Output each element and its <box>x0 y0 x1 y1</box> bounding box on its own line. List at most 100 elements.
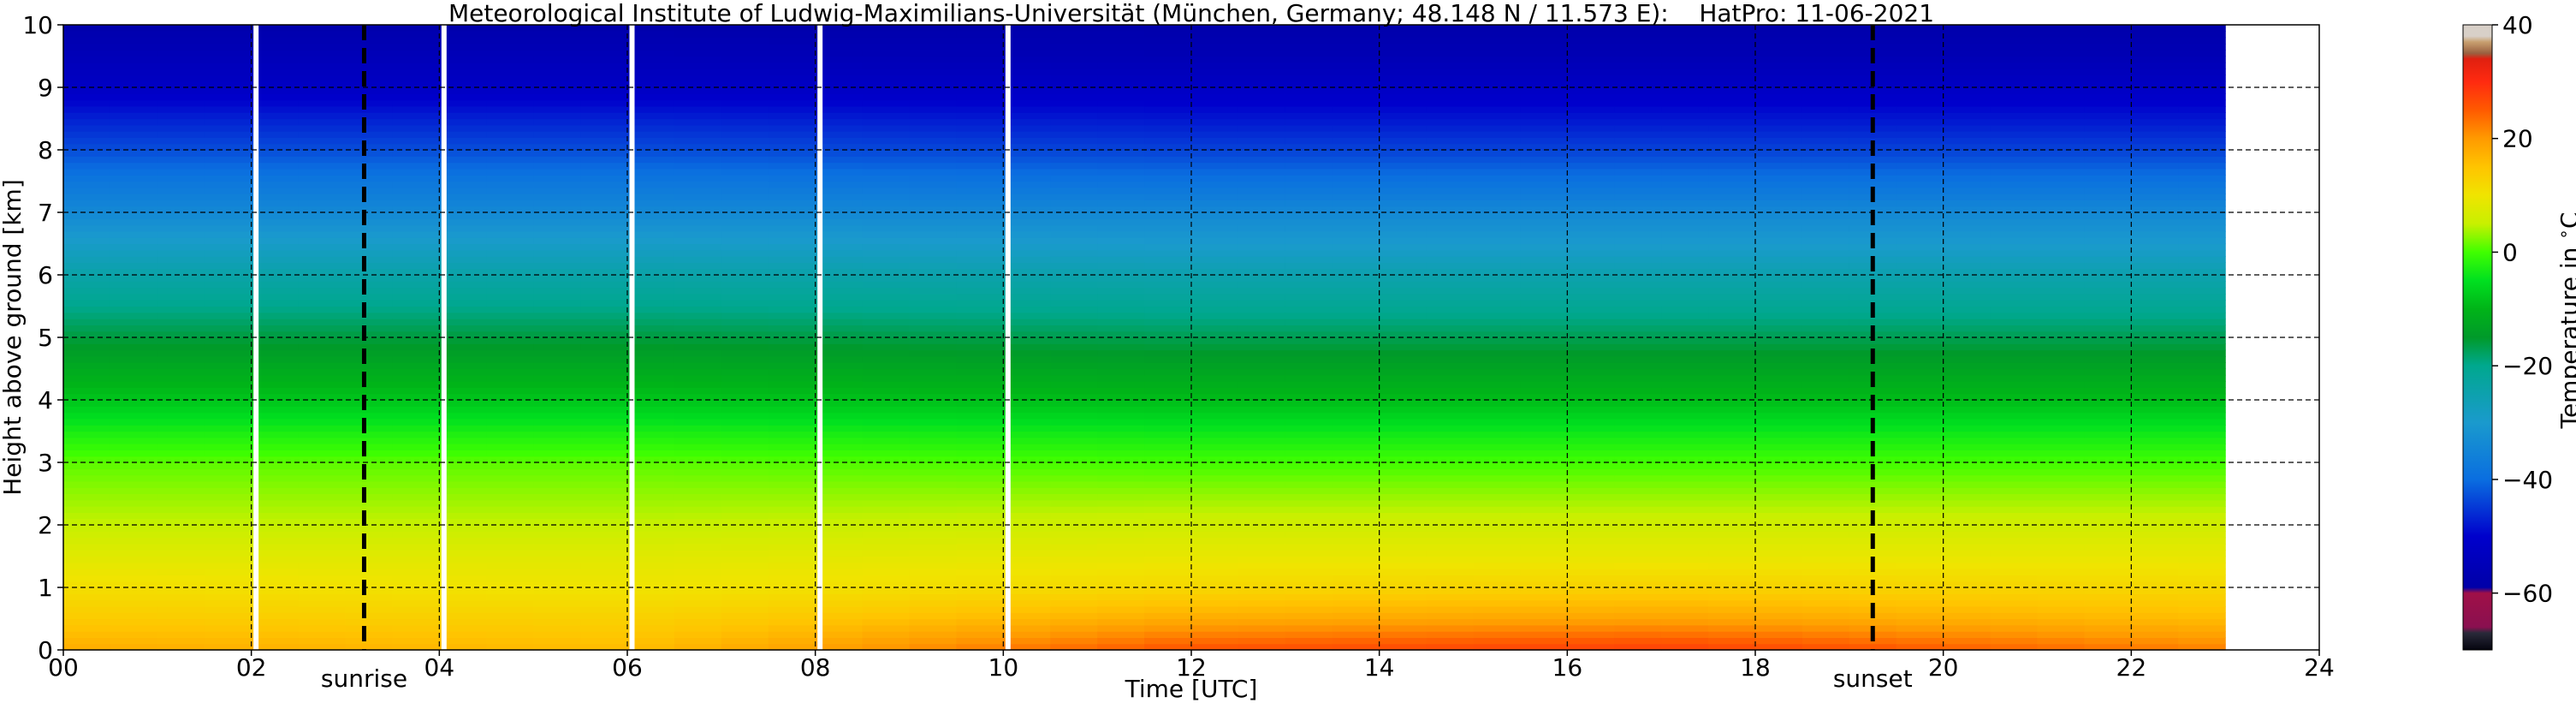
heatmap-cell <box>1379 69 1427 75</box>
heatmap-cell <box>2178 131 2226 138</box>
heatmap-cell <box>1473 450 1522 457</box>
heatmap-cell <box>345 418 394 426</box>
heatmap-cell <box>956 181 1004 188</box>
heatmap-cell <box>533 262 581 270</box>
heatmap-cell <box>721 605 769 613</box>
heatmap-cell <box>1567 156 1615 164</box>
heatmap-cell <box>1238 262 1286 270</box>
heatmap-cell <box>1990 249 2039 257</box>
heatmap-cell <box>1990 605 2039 613</box>
heatmap-cell <box>1708 99 1756 107</box>
heatmap-cell <box>486 137 534 145</box>
heatmap-cell <box>392 531 440 539</box>
heatmap-cell <box>1050 550 1098 557</box>
heatmap-cell <box>486 194 534 200</box>
heatmap-cell <box>1755 56 1803 63</box>
heatmap-cell <box>768 612 816 620</box>
heatmap-cell <box>157 406 205 414</box>
heatmap-cell <box>1567 412 1615 420</box>
heatmap-cell <box>721 525 769 532</box>
y-tick-label: 10 <box>22 11 53 39</box>
heatmap-cell <box>1896 150 1944 157</box>
heatmap-cell <box>862 605 911 613</box>
heatmap-cell <box>674 593 722 601</box>
heatmap-cell <box>1191 381 1239 388</box>
heatmap-cell <box>1661 343 1709 351</box>
heatmap-cell <box>486 212 534 219</box>
heatmap-cell <box>2084 293 2132 301</box>
heatmap-cell <box>1896 581 1944 588</box>
heatmap-cell <box>1755 249 1803 257</box>
heatmap-cell <box>580 562 628 569</box>
heatmap-cell <box>1896 275 1944 282</box>
heatmap-cell <box>533 124 581 132</box>
heatmap-cell <box>298 287 347 295</box>
heatmap-cell <box>63 387 111 395</box>
heatmap-cell <box>1708 218 1756 226</box>
heatmap-cell <box>1755 181 1803 188</box>
heatmap-cell <box>157 262 205 270</box>
heatmap-cell <box>110 150 158 157</box>
heatmap-cell <box>1614 581 1662 588</box>
heatmap-cell <box>1661 131 1709 138</box>
heatmap-cell <box>1097 512 1145 520</box>
heatmap-cell <box>580 143 628 151</box>
heatmap-cell <box>1238 162 1286 170</box>
heatmap-cell <box>251 237 300 245</box>
heatmap-cell <box>439 605 487 613</box>
heatmap-cell <box>1473 562 1522 569</box>
heatmap-cell <box>533 581 581 588</box>
heatmap-cell <box>1661 74 1709 82</box>
heatmap-cell <box>63 137 111 145</box>
heatmap-cell <box>721 150 769 157</box>
heatmap-cell <box>2037 418 2086 426</box>
heatmap-cell <box>768 218 816 226</box>
event-label-sunrise: sunrise <box>321 664 407 693</box>
heatmap-cell <box>721 268 769 276</box>
heatmap-cell <box>1332 418 1380 426</box>
heatmap-cell <box>956 200 1004 207</box>
heatmap-cell <box>1097 200 1145 207</box>
heatmap-cell <box>1050 331 1098 338</box>
heatmap-cell <box>1332 287 1380 295</box>
heatmap-cell <box>1567 556 1615 563</box>
heatmap-cell <box>204 256 252 263</box>
heatmap-cell <box>1238 181 1286 188</box>
heatmap-cell <box>533 543 581 551</box>
heatmap-cell <box>1801 105 1850 113</box>
heatmap-cell <box>815 400 864 407</box>
heatmap-cell <box>392 43 440 51</box>
heatmap-cell <box>204 80 252 88</box>
heatmap-cell <box>2131 168 2179 176</box>
heatmap-cell <box>1144 143 1192 151</box>
heatmap-cell <box>1943 105 1991 113</box>
heatmap-cell <box>862 400 911 407</box>
heatmap-cell <box>1473 631 1522 638</box>
heatmap-cell <box>110 56 158 63</box>
heatmap-cell <box>251 50 300 57</box>
heatmap-cell <box>1285 156 1333 164</box>
heatmap-cell <box>1614 56 1662 63</box>
heatmap-cell <box>1379 562 1427 569</box>
heatmap-cell <box>345 162 394 170</box>
heatmap-cell <box>768 468 816 476</box>
chart-title: Meteorological Institute of Ludwig-Maxim… <box>448 0 1934 27</box>
heatmap-cell <box>580 275 628 282</box>
heatmap-cell <box>1990 374 2039 382</box>
heatmap-cell <box>439 194 487 200</box>
heatmap-cell <box>1050 412 1098 420</box>
heatmap-cell <box>439 69 487 75</box>
heatmap-cell <box>439 43 487 51</box>
heatmap-cell <box>2037 312 2086 319</box>
heatmap-cell <box>956 37 1004 45</box>
heatmap-cell <box>721 206 769 213</box>
heatmap-cell <box>909 531 958 539</box>
heatmap-cell <box>1285 493 1333 501</box>
heatmap-cell <box>1379 325 1427 332</box>
heatmap-cell <box>2084 612 2132 620</box>
heatmap-cell <box>1003 587 1051 594</box>
heatmap-cell <box>674 393 722 401</box>
heatmap-cell <box>1426 337 1475 344</box>
heatmap-cell <box>956 224 1004 232</box>
heatmap-cell <box>2037 569 2086 575</box>
